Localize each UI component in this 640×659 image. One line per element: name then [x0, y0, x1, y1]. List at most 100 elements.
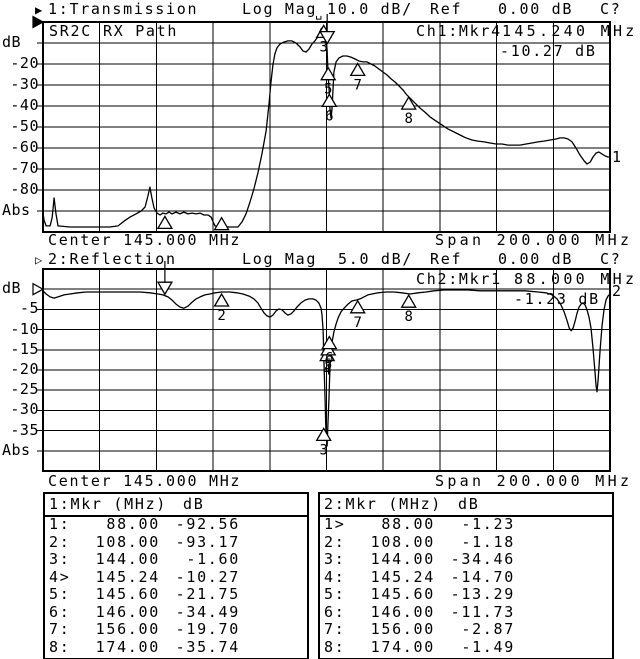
- marker-table-title: 1:Mkr (MHz): [49, 495, 168, 513]
- channel1-format: Log Mag: [242, 0, 318, 18]
- scale-adjust-icon: ␣: [315, 6, 323, 20]
- marker-frequency: 146.00: [95, 602, 160, 621]
- channel1-trace-number: 1: [612, 148, 623, 166]
- marker-table-row: 6: 146.00 -11.73: [320, 603, 612, 621]
- channel1-span-freq: Span 200.000 MHz: [435, 231, 633, 249]
- channel1-cal-status: C?: [600, 0, 622, 18]
- marker-7-number: 7: [353, 315, 361, 331]
- marker-6-icon: [321, 335, 338, 350]
- channel2-title: 2:Reflection: [48, 250, 177, 268]
- marker-8-icon: [400, 95, 417, 110]
- marker-value: -19.70: [175, 620, 240, 638]
- marker-frequency: 145.60: [370, 585, 435, 603]
- marker-table-db-header: dB: [183, 495, 205, 513]
- marker-value: -1.18: [461, 532, 515, 551]
- marker-table-row: 4: 145.24 -14.70: [320, 568, 612, 586]
- marker-frequency: 144.00: [370, 550, 435, 568]
- marker-table-row: 5: 145.60 -13.29: [320, 585, 612, 603]
- marker-number: 7:: [324, 620, 346, 638]
- marker-table-channel2: 2:Mkr (MHz) dB 1> 88.00 -1.23 2: 108.00 -1.18…: [318, 492, 614, 659]
- marker-table-row: 3: 144.00 -34.46: [320, 550, 612, 568]
- marker-table-db-header: dB: [458, 495, 480, 513]
- marker-value: -11.73: [450, 602, 515, 621]
- marker-7-number: 7: [353, 77, 361, 93]
- marker-table-row: 7: 156.00 -19.70: [45, 620, 307, 638]
- channel1-label-sr2c: SR2C: [49, 22, 92, 40]
- y-axis-label: -50: [10, 117, 39, 135]
- channel1-ref-label: Ref: [430, 0, 463, 18]
- y-axis-label: Abs: [2, 441, 31, 459]
- marker-frequency: 145.24: [95, 567, 160, 586]
- marker-number: 4>: [49, 567, 71, 586]
- marker-table-row: 1> 88.00 -1.23: [320, 515, 612, 533]
- channel1-marker-readout-name: Ch1:Mkr4: [416, 22, 502, 40]
- marker-value: -1.23: [461, 515, 515, 533]
- marker-frequency: 144.00: [95, 550, 160, 568]
- marker-number: 3:: [324, 550, 346, 568]
- marker-table-row: 1: 88.00 -92.56: [45, 515, 307, 533]
- y-axis-label: -40: [10, 96, 39, 114]
- y-axis-label: -20: [10, 360, 39, 378]
- channel2-trace-number: 2: [612, 282, 623, 300]
- channel2-span-freq: Span 200.000 MHz: [435, 472, 633, 490]
- channel2-marker-readout-name: Ch2:Mkr1: [416, 270, 502, 288]
- marker-table-row: 6: 146.00 -34.49: [45, 603, 307, 621]
- marker-table-row: 2: 108.00 -1.18: [320, 533, 612, 551]
- marker-2-icon: [213, 216, 230, 231]
- marker-frequency: 174.00: [370, 637, 435, 656]
- marker-7-icon: [349, 62, 366, 77]
- marker-value: -34.49: [175, 602, 240, 621]
- marker-8-number: 8: [404, 309, 412, 325]
- y-axis-label: -10: [10, 320, 39, 338]
- channel1-marker-readout-freq: 145.240 MHz: [502, 22, 638, 40]
- y-axis-label: -5: [19, 299, 39, 317]
- marker-2-number: 2: [217, 308, 225, 324]
- marker-value: -21.75: [175, 585, 240, 603]
- marker-number: 6:: [324, 602, 346, 621]
- trace-reflection: [42, 289, 611, 447]
- marker-value: -14.70: [450, 567, 515, 586]
- y-axis-label: -15: [10, 340, 39, 358]
- channel2-ref-value: 0.00 dB: [498, 250, 574, 268]
- y-axis-label: dB: [2, 33, 22, 51]
- y-axis-label: -20: [10, 54, 39, 72]
- marker-number: 2:: [49, 532, 71, 551]
- marker-number: 2:: [324, 532, 346, 551]
- channel1-active-pointer-icon: ▶: [35, 3, 43, 17]
- y-axis-label: Abs: [2, 201, 31, 219]
- marker-table-row: 8: 174.00 -1.49: [320, 638, 612, 656]
- y-axis-label: -35: [10, 421, 39, 439]
- marker-frequency: 145.60: [95, 585, 160, 603]
- channel2-marker-readout-freq: 88.000 MHz: [514, 270, 638, 288]
- marker-number: 8:: [324, 637, 346, 656]
- marker-frequency: 145.24: [370, 567, 435, 586]
- marker-frequency: 156.00: [95, 620, 160, 638]
- marker-table-row: 2: 108.00 -93.17: [45, 533, 307, 551]
- marker-frequency: 174.00: [95, 637, 160, 656]
- marker-number: 8:: [49, 637, 71, 656]
- marker-table-row: 5: 145.60 -21.75: [45, 585, 307, 603]
- y-axis-label: -25: [10, 380, 39, 398]
- marker-3-number: 3: [319, 39, 327, 55]
- marker-table-title: 2:Mkr (MHz): [324, 495, 443, 513]
- marker-3-icon: [315, 427, 332, 442]
- channel2-format: Log Mag: [242, 250, 318, 268]
- marker-value: -2.87: [461, 620, 515, 638]
- channel1-center-freq: Center 145.000 MHz: [48, 231, 242, 249]
- y-axis-label: -30: [10, 75, 39, 93]
- marker-8-icon: [400, 293, 417, 308]
- marker-5-icon: [320, 66, 337, 81]
- y-axis-label: dB: [2, 279, 22, 297]
- marker-value: -13.29: [450, 585, 515, 603]
- channel2-scale: 5.0 dB/: [338, 250, 414, 268]
- marker-table-row: 3: 144.00 -1.60: [45, 550, 307, 568]
- channel2-pointer-icon: ▷: [35, 253, 43, 267]
- marker-frequency: 108.00: [95, 532, 160, 551]
- channel2-ref-label: Ref: [430, 250, 463, 268]
- channel2-center-freq: Center 145.000 MHz: [48, 472, 242, 490]
- marker-value: -10.27: [175, 567, 240, 586]
- y-axis-label: -70: [10, 159, 39, 177]
- marker-5-number: 5: [324, 82, 332, 98]
